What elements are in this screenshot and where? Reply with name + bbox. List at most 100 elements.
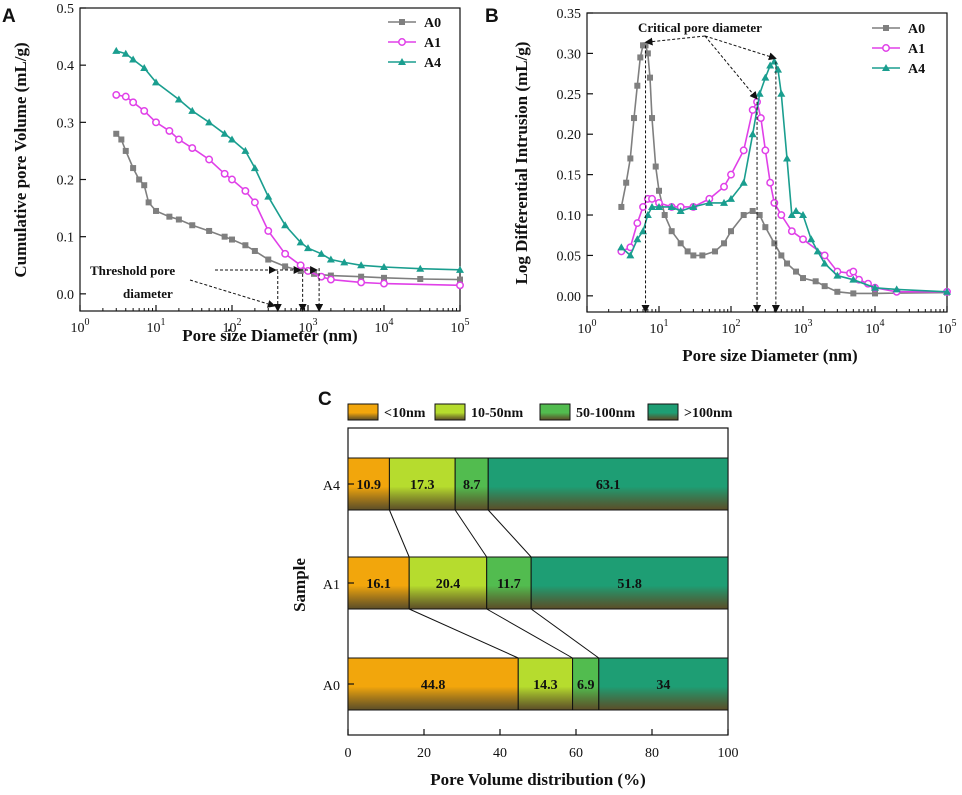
data-point-A4 xyxy=(727,194,735,202)
bar-value-label: 63.1 xyxy=(596,478,621,493)
data-point-A0 xyxy=(668,228,675,235)
bar-segment xyxy=(486,556,532,610)
data-point-A0 xyxy=(175,216,182,223)
data-point-A0 xyxy=(728,228,734,235)
data-point-A0 xyxy=(647,74,654,81)
data-point-A1 xyxy=(326,275,335,284)
data-point-A4 xyxy=(121,49,130,57)
bar-value-label: 16.1 xyxy=(366,577,391,592)
data-point-A1 xyxy=(165,126,174,135)
data-point-A4 xyxy=(655,202,663,210)
data-point-A0 xyxy=(282,263,289,270)
data-point-A4 xyxy=(774,65,783,73)
data-point-A1 xyxy=(633,219,642,228)
data-point-A4 xyxy=(140,64,149,72)
data-point-A4 xyxy=(188,106,197,114)
panel-c-xlabel: Pore Volume distribution (%) xyxy=(430,770,646,789)
series-A4 xyxy=(617,57,951,295)
data-point-A0 xyxy=(762,224,769,231)
legend-swatch xyxy=(434,403,466,421)
data-point-A1 xyxy=(456,281,464,290)
data-point-A0 xyxy=(834,288,841,295)
panel-c-label: C xyxy=(318,389,332,410)
data-point-A1 xyxy=(121,92,130,101)
bar-value-label: 10.9 xyxy=(356,478,381,493)
legend-item: 50-100nm xyxy=(539,403,635,421)
bar-row-A0: 44.8 14.3 6.9 34 A0 xyxy=(323,657,729,711)
data-point-A4 xyxy=(626,251,635,259)
data-point-A4 xyxy=(676,206,685,214)
legend-label: 10-50nm xyxy=(471,406,523,421)
data-point-A1 xyxy=(241,186,250,195)
x-tick-label: 101 xyxy=(650,318,669,337)
data-point-A1 xyxy=(317,272,326,281)
data-point-A0 xyxy=(656,187,662,194)
data-point-A0 xyxy=(699,252,706,259)
data-point-A1 xyxy=(188,144,197,153)
data-point-A1 xyxy=(720,182,728,191)
bar-segment xyxy=(388,457,456,511)
data-point-A4 xyxy=(456,265,464,273)
data-point-A0 xyxy=(778,252,785,259)
data-point-A4 xyxy=(770,57,779,65)
y-tick-label: 0.4 xyxy=(57,59,75,74)
x-tick-label: 104 xyxy=(375,317,394,336)
data-point-A1 xyxy=(648,194,656,203)
data-point-A0 xyxy=(623,179,630,186)
data-point-A0 xyxy=(251,247,258,254)
connector-line xyxy=(486,608,573,659)
data-point-A0 xyxy=(690,252,697,259)
critical-pointer xyxy=(704,35,777,61)
panel-b-legend: A0 A1 A4 xyxy=(870,16,944,77)
data-point-A0 xyxy=(872,290,878,297)
data-point-A0 xyxy=(649,115,656,122)
legend-swatch xyxy=(539,403,571,421)
data-point-A0 xyxy=(821,283,828,290)
bar-value-label: 11.7 xyxy=(497,577,521,592)
bar-value-label: 34 xyxy=(656,678,670,693)
data-point-A1 xyxy=(228,175,236,184)
bar-value-label: 8.7 xyxy=(463,478,481,493)
data-point-A4 xyxy=(250,164,259,172)
bar-value-label: 44.8 xyxy=(421,678,446,693)
data-point-A0 xyxy=(229,236,235,243)
x-tick-label: 103 xyxy=(794,318,813,337)
x-tick-label: 40 xyxy=(493,746,507,761)
data-point-A0 xyxy=(145,199,152,206)
panel-b-plot-frame xyxy=(586,12,948,313)
data-point-A0 xyxy=(265,256,272,263)
data-point-A0 xyxy=(784,260,791,267)
connector-line xyxy=(408,608,519,659)
data-point-A4 xyxy=(807,235,816,243)
legend-item: >100nm xyxy=(647,403,733,421)
data-point-A1 xyxy=(777,211,786,219)
data-point-A0 xyxy=(627,155,634,162)
data-point-A4 xyxy=(112,46,121,54)
data-point-A0 xyxy=(637,54,644,61)
data-point-A1 xyxy=(849,267,858,276)
data-point-A4 xyxy=(380,262,388,270)
data-point-A1 xyxy=(766,178,775,187)
legend-label: 50-100nm xyxy=(576,406,635,421)
panel-c: C <10nm 10-50nm 50-100nm >100nm 10.9 17.3 8.7… xyxy=(290,389,739,789)
data-point-A4 xyxy=(777,89,786,97)
data-point-A4 xyxy=(241,146,250,154)
data-point-A1 xyxy=(220,169,229,178)
legend-label-A1: A1 xyxy=(424,36,441,51)
panel-b-ylabel: Log Differential Intrusion (mL/g) xyxy=(512,42,531,285)
data-point-A4 xyxy=(281,221,290,229)
connector-line xyxy=(487,509,532,558)
threshold-pointer xyxy=(189,279,276,308)
threshold-label-line1: Threshold pore xyxy=(90,263,175,278)
data-point-A1 xyxy=(140,106,149,115)
series-A1 xyxy=(112,90,464,290)
y-tick-label: 0.0 xyxy=(57,288,75,303)
data-point-A0 xyxy=(812,278,819,285)
data-point-A0 xyxy=(153,207,159,214)
data-point-A1 xyxy=(281,249,290,258)
x-tick-label: 100 xyxy=(71,317,90,336)
x-tick-label: 100 xyxy=(578,318,597,337)
legend-label-A4: A4 xyxy=(424,56,441,71)
series-A0 xyxy=(618,42,950,297)
